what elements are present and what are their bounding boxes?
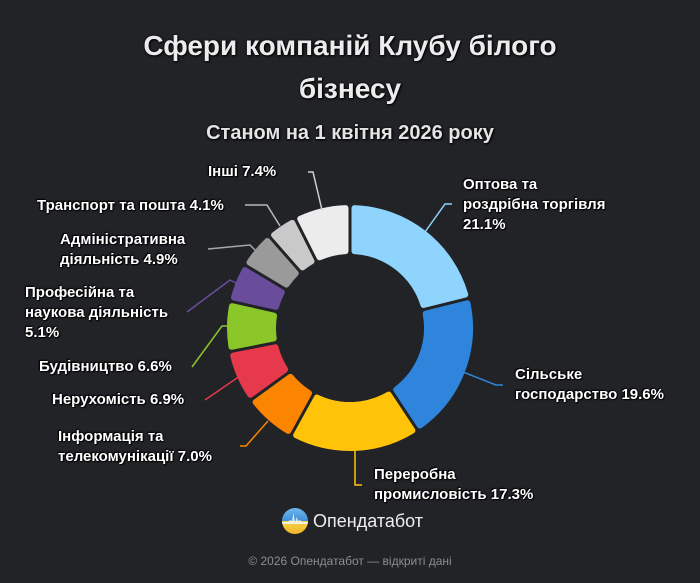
label-real-estate: Нерухомість 6.9% — [52, 390, 184, 410]
label-administrative: Адміністративна діяльність 4.9% — [60, 230, 185, 270]
leader-line-it-telecom — [240, 420, 269, 447]
label-line: діяльність 4.9% — [60, 251, 178, 268]
leader-line-professional-science — [186, 279, 237, 313]
label-transport-post: Транспорт та пошта 4.1% — [37, 196, 224, 216]
footer-copyright: © 2026 Опендатабот — відкриті дані — [248, 554, 452, 568]
leader-lines — [186, 171, 503, 486]
label-agriculture: Сільське господарство 19.6% — [515, 365, 664, 405]
leader-line-construction — [191, 325, 229, 368]
label-line: Сільське — [515, 366, 583, 383]
label-line: господарство 19.6% — [515, 386, 664, 403]
opendatabot-logo-icon — [282, 508, 308, 534]
leader-line-agriculture — [462, 371, 503, 386]
label-line: Переробна — [374, 466, 456, 483]
leader-line-transport-post — [245, 204, 281, 227]
donut-slice-professional-science — [230, 267, 285, 310]
donut-slices — [227, 205, 473, 451]
donut-slice-administrative — [246, 238, 299, 288]
label-professional-science: Професійна та наукова діяльність 5.1% — [25, 283, 168, 343]
leader-line-manufacturing — [354, 450, 362, 486]
label-line: 21.1% — [463, 216, 506, 233]
label-line: роздрібна торгівля — [463, 196, 606, 213]
donut-slice-agriculture — [393, 300, 473, 429]
label-line: Будівництво 6.6% — [39, 358, 172, 375]
label-line: наукова діяльність — [25, 304, 169, 321]
brand-name: Опендатабот — [313, 511, 424, 531]
label-line: Адміністративна — [60, 231, 186, 248]
chart-title: Сфери компаній Клубу білого бізнесу — [0, 24, 700, 110]
label-wholesale-retail: Оптова та роздрібна торгівля 21.1% — [463, 175, 605, 235]
donut-slice-real-estate — [230, 344, 289, 398]
label-construction: Будівництво 6.6% — [39, 357, 172, 377]
label-line: Професійна та — [25, 284, 135, 301]
label-line: телекомунікації 7.0% — [58, 448, 212, 465]
label-line: Нерухомість 6.9% — [52, 391, 185, 408]
label-line: Інші 7.4% — [208, 163, 277, 180]
label-line: Транспорт та пошта 4.1% — [37, 197, 224, 214]
donut-slice-other — [297, 205, 349, 261]
label-it-telecom: Інформація та телекомунікації 7.0% — [58, 427, 212, 467]
label-line: Оптова та — [463, 176, 538, 193]
leader-line-wholesale-retail — [424, 203, 452, 233]
label-line: промисловість 17.3% — [374, 486, 534, 503]
leader-line-real-estate — [204, 375, 241, 401]
chart-title-line-1: Сфери компаній Клубу білого — [143, 30, 557, 61]
donut-slice-manufacturing — [293, 391, 416, 451]
donut-slice-transport-post — [271, 219, 315, 271]
leader-line-administrative — [207, 244, 256, 251]
chart-subtitle: Станом на 1 квітня 2026 року — [206, 122, 494, 144]
leader-line-other — [308, 171, 323, 211]
label-manufacturing: Переробна промисловість 17.3% — [374, 465, 533, 505]
chart-title-line-2: бізнесу — [298, 73, 402, 104]
label-line: Інформація та — [58, 428, 164, 445]
brand: Опендатабот — [282, 508, 423, 534]
donut-slice-it-telecom — [252, 373, 313, 434]
donut-slice-wholesale-retail — [351, 205, 469, 308]
label-line: 5.1% — [25, 324, 60, 341]
donut-slice-construction — [227, 303, 277, 350]
label-other: Інші 7.4% — [208, 162, 276, 182]
